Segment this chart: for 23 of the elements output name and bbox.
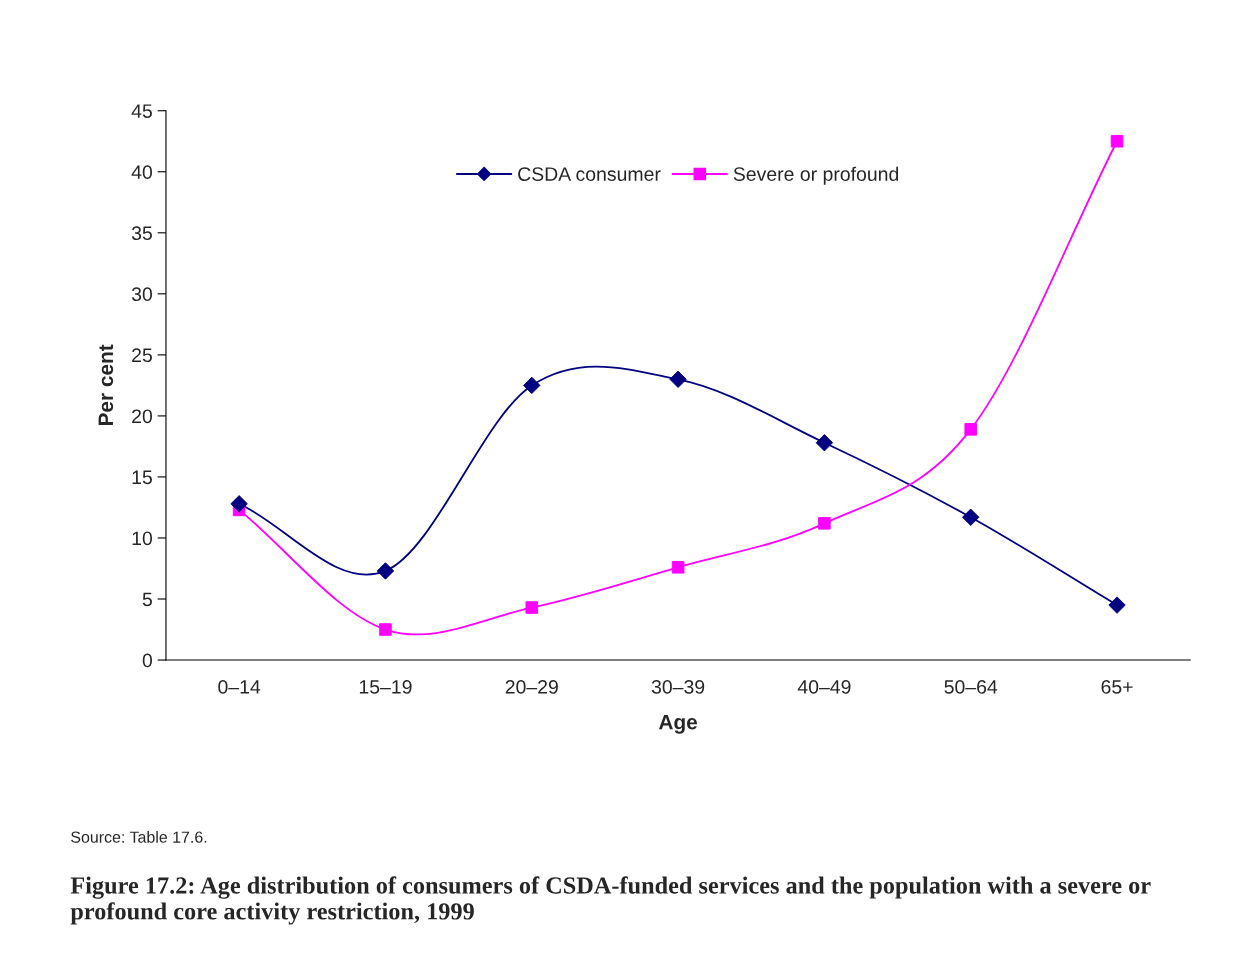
x-tick-label: 65+ bbox=[1101, 680, 1133, 694]
x-tick-label: 20–29 bbox=[505, 680, 558, 694]
x-tick-label: 30–39 bbox=[651, 680, 705, 694]
y-tick-label: 45 bbox=[131, 104, 152, 118]
y-tick-label: 0 bbox=[142, 653, 153, 668]
x-tick-label: 15–19 bbox=[359, 680, 412, 694]
x-axis-title: Age bbox=[658, 714, 698, 734]
text: Figure 17.2: Age distribution of consumers of CSDA-funded services and the population with a severe or profound core activity restriction, 1999 bbox=[70, 876, 1151, 925]
x-tick-label: 0–14 bbox=[218, 680, 261, 694]
y-tick-label: 40 bbox=[131, 165, 153, 180]
y-axis-title: Per cent bbox=[98, 344, 114, 426]
y-tick-label: 10 bbox=[132, 531, 153, 546]
y-tick-label: 15 bbox=[132, 470, 152, 485]
x-tick-label: 50–64 bbox=[944, 680, 998, 694]
x-tick-label: 40–49 bbox=[797, 680, 851, 694]
y-tick-label: 35 bbox=[131, 226, 152, 241]
y-tick-label: 5 bbox=[142, 592, 152, 607]
source-note: Source: Table 17.6. bbox=[71, 831, 207, 843]
y-tick-label: 30 bbox=[131, 287, 153, 302]
legend-label: CSDA consumer bbox=[518, 167, 661, 181]
y-tick-label: 20 bbox=[132, 409, 153, 424]
y-tick-label: 25 bbox=[132, 348, 152, 363]
legend-label: Severe or profound bbox=[733, 166, 899, 185]
